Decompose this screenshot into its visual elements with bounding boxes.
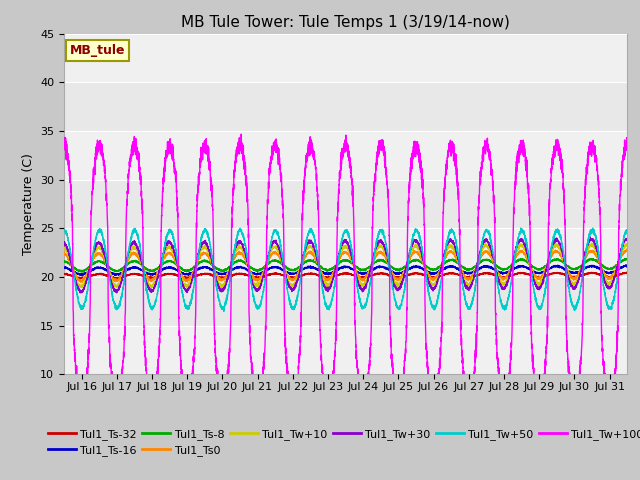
Tul1_Ts0 [79, 279, 86, 285]
Tul1_Ts-8 [524, 259, 531, 265]
Tul1_Ts-16 [623, 263, 631, 268]
Tul1_Tw+30 [163, 241, 170, 247]
Tul1_Tw+50 [398, 299, 406, 304]
Tul1_Tw+50 [524, 245, 531, 251]
Bar [64, 228, 627, 277]
Bar [64, 180, 627, 228]
Tul1_Tw+10 [163, 246, 170, 252]
Tul1_Tw+100 [237, 131, 245, 137]
Tul1_Ts-8 [481, 257, 488, 263]
Bar [64, 131, 627, 180]
Tul1_Ts0 [426, 274, 434, 280]
Tul1_Ts-8 [398, 266, 406, 272]
Line: Tul1_Ts-32: Tul1_Ts-32 [64, 272, 627, 278]
Tul1_Tw+100 [481, 144, 488, 150]
Tul1_Tw+50 [275, 237, 283, 243]
Tul1_Tw+100 [276, 156, 284, 161]
Tul1_Ts-32 [623, 271, 631, 276]
Tul1_Ts-16 [398, 270, 406, 276]
Tul1_Ts-32 [398, 274, 406, 279]
Line: Tul1_Ts-16: Tul1_Ts-16 [64, 265, 627, 276]
Line: Tul1_Tw+100: Tul1_Tw+100 [64, 134, 627, 410]
Tul1_Ts-8 [623, 257, 631, 263]
Tul1_Tw+50 [60, 228, 68, 234]
Tul1_Tw+30 [398, 279, 406, 285]
Tul1_Tw+100 [398, 386, 406, 392]
Tul1_Ts0 [275, 253, 283, 259]
Text: MB_tule: MB_tule [70, 44, 125, 57]
Bar [64, 277, 627, 326]
Tul1_Tw+10 [524, 252, 531, 258]
Tul1_Ts-8 [426, 266, 434, 272]
Tul1_Ts0 [623, 246, 631, 252]
Bar [64, 326, 627, 374]
Bar [64, 82, 627, 131]
Tul1_Tw+10 [481, 243, 488, 249]
Tul1_Ts-16 [426, 270, 434, 276]
Tul1_Tw+30 [623, 236, 631, 242]
Tul1_Ts0 [398, 273, 406, 279]
Tul1_Ts-16 [163, 264, 170, 270]
Tul1_Tw+100 [524, 173, 531, 179]
Tul1_Tw+50 [220, 309, 228, 314]
Tul1_Ts0 [524, 255, 531, 261]
Tul1_Ts-32 [79, 276, 86, 281]
Tul1_Ts-32 [623, 269, 630, 275]
Tul1_Tw+50 [426, 298, 434, 304]
Tul1_Tw+50 [623, 229, 631, 235]
Tul1_Ts0 [60, 250, 68, 256]
Tul1_Ts-32 [275, 271, 283, 277]
Tul1_Tw+50 [517, 225, 525, 231]
Tul1_Ts-16 [60, 265, 68, 271]
Tul1_Ts-8 [275, 259, 283, 265]
Tul1_Tw+100 [427, 387, 435, 393]
Tul1_Ts-32 [481, 271, 488, 276]
Tul1_Ts-32 [163, 271, 170, 277]
Tul1_Ts-8 [78, 269, 86, 275]
Tul1_Ts-32 [524, 271, 531, 277]
Tul1_Ts-8 [163, 259, 170, 264]
Tul1_Tw+10 [398, 277, 406, 283]
Tul1_Tw+50 [481, 230, 488, 236]
Tul1_Tw+10 [426, 278, 434, 284]
Tul1_Ts0 [481, 249, 488, 254]
Line: Tul1_Tw+50: Tul1_Tw+50 [64, 228, 627, 312]
Tul1_Tw+100 [163, 154, 170, 159]
Tul1_Tw+30 [77, 290, 85, 296]
Tul1_Ts-32 [426, 274, 434, 280]
Tul1_Tw+30 [524, 251, 531, 257]
Tul1_Tw+10 [588, 240, 595, 246]
Tul1_Tw+30 [481, 240, 488, 245]
Tul1_Ts-32 [60, 271, 68, 277]
Tul1_Tw+100 [623, 146, 631, 152]
Bar [64, 34, 627, 82]
Tul1_Ts0 [163, 252, 170, 257]
Title: MB Tule Tower: Tule Temps 1 (3/19/14-now): MB Tule Tower: Tule Temps 1 (3/19/14-now… [181, 15, 510, 30]
Tul1_Tw+10 [148, 285, 156, 290]
Line: Tul1_Ts-8: Tul1_Ts-8 [64, 258, 627, 272]
Tul1_Tw+30 [426, 281, 434, 287]
Tul1_Tw+50 [163, 235, 170, 241]
Tul1_Ts-16 [524, 265, 531, 271]
Legend: Tul1_Ts-32, Tul1_Ts-16, Tul1_Ts-8, Tul1_Ts0, Tul1_Tw+10, Tul1_Tw+30, Tul1_Tw+50,: Tul1_Ts-32, Tul1_Ts-16, Tul1_Ts-8, Tul1_… [44, 424, 640, 460]
Tul1_Tw+30 [60, 239, 68, 245]
Tul1_Tw+10 [623, 241, 631, 247]
Tul1_Tw+10 [60, 245, 68, 251]
Tul1_Tw+100 [78, 407, 86, 413]
Line: Tul1_Ts0: Tul1_Ts0 [64, 249, 627, 282]
Tul1_Ts-16 [78, 273, 86, 279]
Line: Tul1_Tw+30: Tul1_Tw+30 [64, 237, 627, 293]
Tul1_Ts-8 [60, 258, 68, 264]
Line: Tul1_Tw+10: Tul1_Tw+10 [64, 243, 627, 288]
Y-axis label: Temperature (C): Temperature (C) [22, 153, 35, 255]
Tul1_Ts-16 [481, 263, 488, 269]
Tul1_Ts-16 [275, 265, 283, 271]
Tul1_Tw+100 [60, 140, 68, 145]
Tul1_Tw+30 [586, 234, 594, 240]
Tul1_Tw+30 [275, 246, 283, 252]
Tul1_Ts-8 [621, 255, 628, 261]
Tul1_Ts-16 [623, 262, 630, 268]
Tul1_Tw+10 [275, 251, 283, 256]
